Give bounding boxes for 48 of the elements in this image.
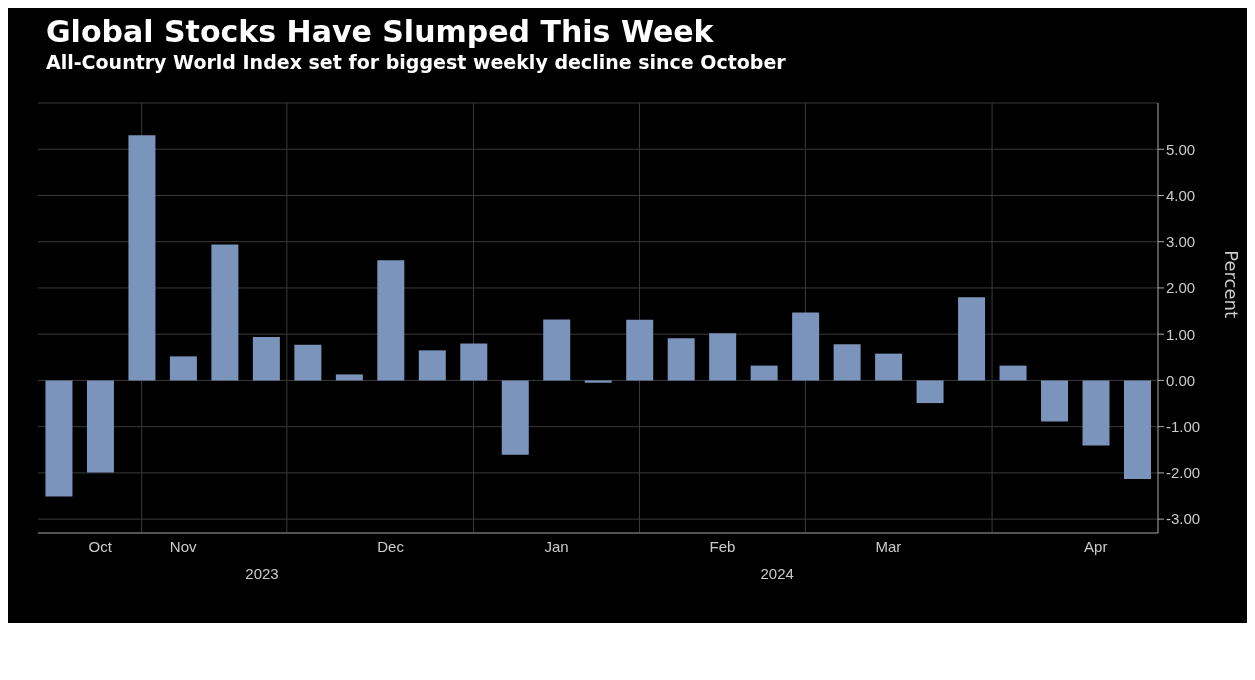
bar (128, 135, 156, 381)
bar (501, 380, 529, 455)
y-tick-label: -3.00 (1166, 510, 1201, 528)
bar (584, 380, 612, 383)
bar (958, 297, 986, 381)
x-tick-label: Jan (544, 537, 569, 555)
bar (460, 343, 488, 381)
chart-subtitle: All-Country World Index set for biggest weekly decline since October (45, 51, 787, 73)
y-tick-label: 2.00 (1166, 279, 1196, 297)
text: 2023 (244, 565, 280, 582)
bar (667, 338, 695, 381)
bar (1123, 380, 1151, 479)
bar (294, 344, 322, 381)
bar (335, 374, 363, 381)
x-tick-label: Dec (377, 537, 405, 555)
x-tick-label: Feb (709, 537, 736, 555)
x-tick-label: Apr (1084, 537, 1108, 555)
bar (750, 365, 778, 381)
bar (418, 350, 446, 381)
bar (1041, 380, 1069, 422)
bar (626, 319, 654, 381)
y-axis-title: Percent (1220, 250, 1242, 318)
y-tick-label: 3.00 (1166, 233, 1196, 251)
bar (543, 319, 571, 381)
bar (377, 260, 405, 381)
chart-title: Global Stocks Have Slumped This Week (45, 14, 715, 49)
y-tick-label: -1.00 (1166, 417, 1201, 435)
bar (833, 344, 861, 381)
bar (875, 353, 903, 381)
x-tick-label: Oct (88, 537, 113, 555)
bar (211, 244, 239, 381)
x-tick-label: Nov (169, 537, 198, 555)
bar (709, 333, 737, 381)
y-tick-label: -2.00 (1166, 464, 1201, 482)
y-tick-label: 0.00 (1166, 371, 1196, 389)
bar (86, 380, 114, 473)
bar (252, 336, 280, 381)
bar (1082, 380, 1110, 446)
bar (45, 380, 73, 497)
y-tick-label: 4.00 (1166, 186, 1196, 204)
bar (916, 380, 944, 404)
text: 2024 (759, 565, 795, 582)
y-tick-label: 5.00 (1166, 140, 1196, 158)
y-tick-label: 1.00 (1166, 325, 1196, 343)
bar (999, 365, 1027, 381)
x-tick-label: Mar (875, 537, 902, 555)
bar (169, 356, 197, 381)
bar (792, 312, 820, 381)
